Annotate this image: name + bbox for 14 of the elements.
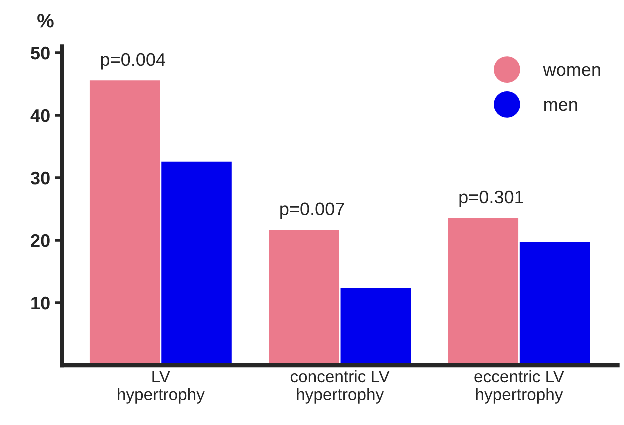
y-tick-label: 20 — [31, 234, 50, 248]
x-tick-label: LV hypertrophy — [118, 370, 205, 404]
y-tick-label: 50 — [31, 46, 50, 60]
y-axis-title: % — [38, 14, 54, 28]
x-tick-label: eccentric LV hypertrophy — [474, 370, 564, 404]
annotation: p=0.301 — [460, 190, 524, 208]
x-tick-label: concentric LV hypertrophy — [290, 370, 390, 404]
annotation: p=0.004 — [101, 53, 166, 70]
legend-label: men — [544, 101, 578, 112]
y-tick-label: 40 — [30, 109, 50, 122]
y-tick-label: 30 — [30, 172, 50, 185]
y-tick-label: 10 — [32, 296, 50, 310]
legend-label: women — [543, 66, 600, 76]
annotation: p=0.007 — [280, 202, 344, 220]
